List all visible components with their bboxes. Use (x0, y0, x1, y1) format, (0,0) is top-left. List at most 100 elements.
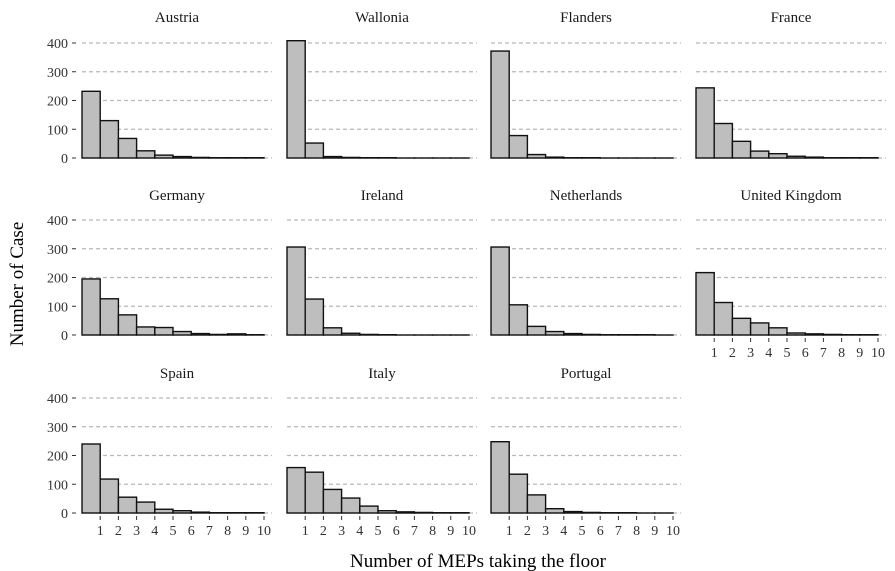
y-tick-label: 200 (47, 272, 68, 287)
bar (117, 137, 138, 159)
x-tick-label: 8 (633, 524, 640, 539)
x-tick-label: 9 (856, 346, 863, 361)
x-tick-label: 9 (447, 524, 454, 539)
panel-france: France (695, 10, 886, 159)
x-tick-label: 5 (375, 524, 382, 539)
x-tick-label: 1 (711, 346, 718, 361)
bar (304, 142, 325, 159)
bar (544, 156, 565, 159)
bar (749, 322, 770, 336)
bar (322, 327, 343, 336)
bar (135, 326, 156, 336)
x-tick-label: 3 (747, 346, 754, 361)
bar (768, 152, 788, 159)
panel-title: Germany (149, 188, 205, 204)
bar (490, 50, 510, 159)
bar (508, 134, 529, 159)
x-tick-label: 10 (257, 524, 271, 539)
x-tick-label: 8 (224, 524, 231, 539)
x-tick-label: 4 (356, 524, 363, 539)
bar (713, 301, 734, 336)
panel-united-kingdom: United Kingdom 1 2 3 4 5 6 7 8 9 10 (695, 188, 886, 361)
panel-flanders: Flanders (490, 10, 681, 159)
y-tick-label: 100 (47, 300, 68, 315)
y-tick-label: 100 (47, 123, 68, 138)
bar (135, 150, 156, 159)
bar (226, 333, 247, 336)
x-tick-label: 4 (151, 524, 158, 539)
bar (563, 332, 583, 336)
bar (544, 507, 565, 514)
y-tick-label: 300 (47, 421, 68, 436)
bar (713, 122, 734, 159)
bar (117, 314, 138, 336)
bar (172, 155, 192, 159)
x-tick-label: 6 (597, 524, 604, 539)
x-tick-label: 7 (411, 524, 418, 539)
bar (154, 326, 174, 336)
panel-title: Netherlands (550, 188, 623, 204)
bar (786, 332, 806, 336)
x-tick-label: 9 (242, 524, 249, 539)
bar (304, 298, 325, 336)
bar (377, 510, 397, 514)
panel-title: Austria (155, 10, 200, 26)
x-tick-label: 2 (320, 524, 327, 539)
panel-title: Italy (368, 366, 396, 382)
bar (804, 333, 825, 336)
bar (190, 511, 211, 514)
bar (768, 327, 788, 336)
bar (81, 443, 101, 514)
bar (99, 119, 120, 159)
bar (208, 333, 229, 336)
y-tick-label: 400 (47, 392, 68, 407)
panel-title: United Kingdom (740, 188, 842, 204)
bar (322, 488, 343, 514)
bar (526, 325, 547, 336)
bar (286, 40, 306, 159)
bar (172, 330, 192, 336)
y-tick-label: 200 (47, 95, 68, 110)
bar (581, 511, 601, 514)
bar (526, 494, 547, 514)
bar (563, 510, 583, 514)
bar (359, 505, 379, 514)
bar (340, 497, 361, 514)
bar (695, 271, 715, 336)
bar (322, 155, 343, 159)
x-tick-label: 10 (871, 346, 885, 361)
panel-title: France (771, 10, 812, 26)
bar (526, 153, 547, 159)
bar (99, 478, 120, 514)
x-tick-label: 2 (524, 524, 531, 539)
bar (117, 496, 138, 514)
bar (190, 332, 211, 336)
x-tick-label: 3 (338, 524, 345, 539)
x-tick-label: 9 (651, 524, 658, 539)
bar (490, 246, 510, 336)
panel-italy: Italy 1 2 3 4 5 6 7 8 9 10 (286, 366, 477, 539)
x-tick-label: 2 (115, 524, 122, 539)
x-tick-label: 6 (393, 524, 400, 539)
bar (731, 140, 752, 159)
panel-title: Wallonia (355, 10, 409, 26)
x-tick-label: 4 (560, 524, 567, 539)
bar (490, 441, 510, 514)
y-tick-label: 300 (47, 66, 68, 81)
panel-wallonia: Wallonia (286, 10, 477, 159)
y-axis-title: Number of Case (7, 222, 28, 347)
bar (99, 298, 120, 336)
x-axis-title: Number of MEPs taking the floor (350, 551, 607, 571)
bar (190, 156, 211, 159)
bar (786, 155, 806, 159)
panel-germany: Germany 0 100 200 300 400 (47, 188, 272, 344)
x-tick-label: 1 (97, 524, 104, 539)
bar (172, 510, 192, 514)
panel-title: Ireland (361, 188, 404, 204)
bar (304, 471, 325, 514)
bar (286, 246, 306, 336)
y-tick-label: 400 (47, 37, 68, 52)
panel-austria: Austria 0 100 200 300 400 (47, 10, 272, 167)
x-tick-label: 3 (133, 524, 140, 539)
